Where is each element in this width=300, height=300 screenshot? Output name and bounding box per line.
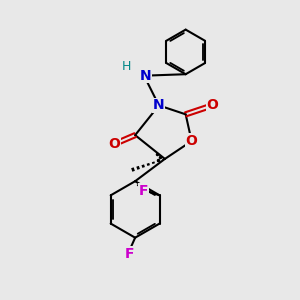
Text: N: N — [153, 98, 165, 112]
Text: F: F — [139, 184, 148, 198]
Text: O: O — [108, 137, 120, 151]
Text: O: O — [206, 98, 218, 112]
Text: O: O — [186, 134, 197, 148]
Text: F: F — [124, 247, 134, 261]
Text: H: H — [122, 60, 131, 73]
Text: N: N — [140, 69, 152, 83]
